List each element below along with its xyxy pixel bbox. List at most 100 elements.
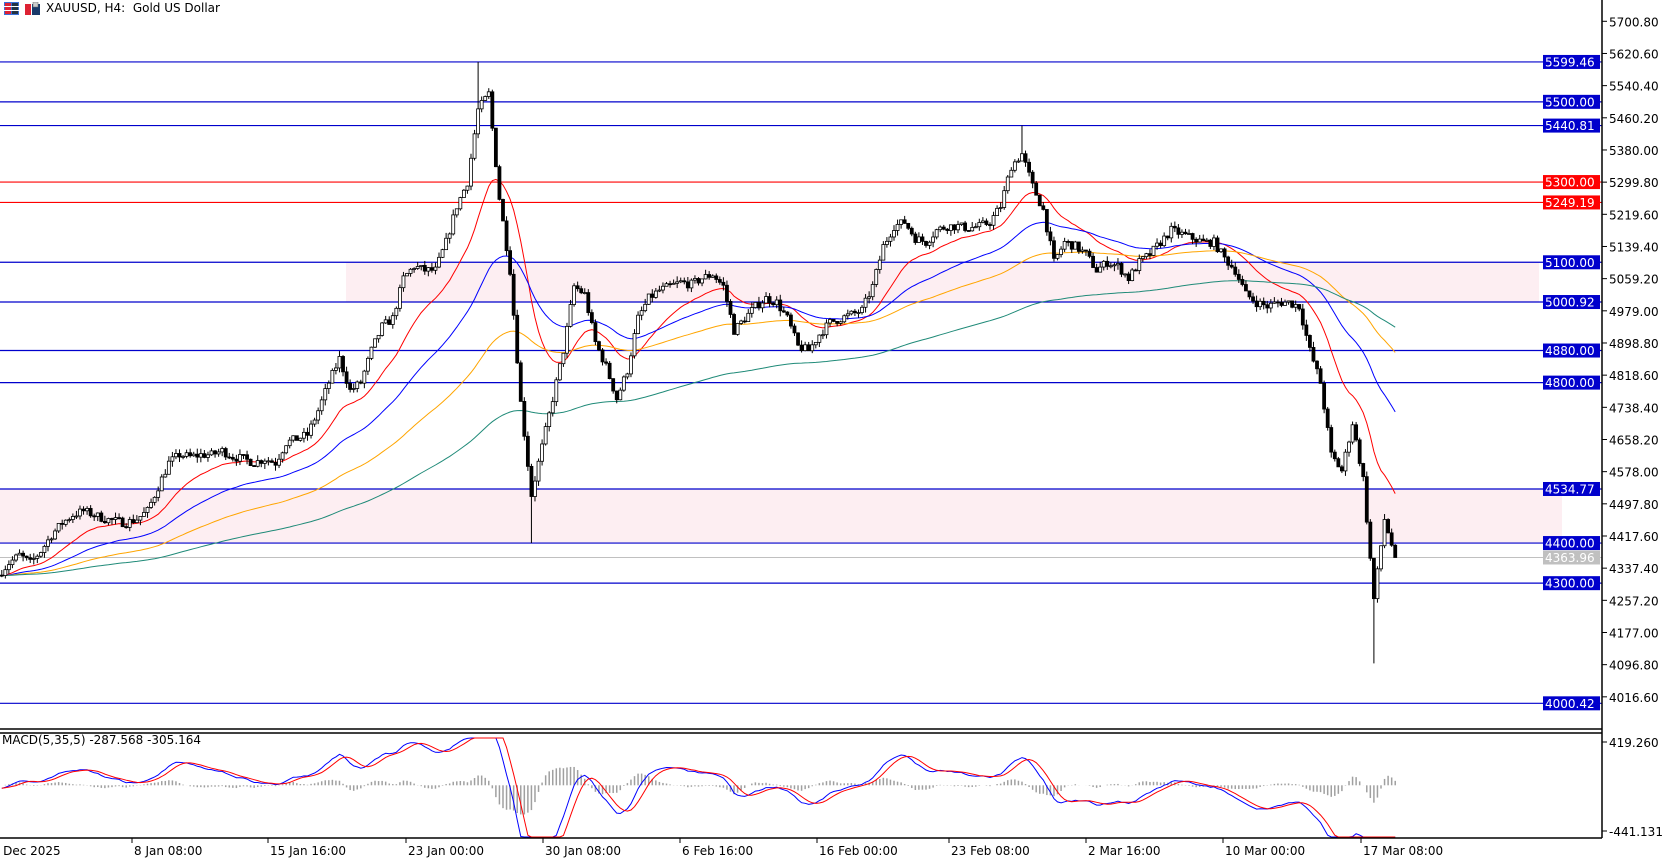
bear-candle: [213, 450, 217, 455]
bull-candle: [373, 338, 377, 348]
bull-candle: [1073, 241, 1078, 250]
bear-candle: [945, 228, 950, 231]
level-price-label-bg: [1543, 94, 1600, 109]
bull-candle: [1169, 225, 1174, 239]
bear-candle: [1052, 240, 1056, 259]
bear-candle: [1215, 237, 1220, 253]
price-tick-label: 5139.40: [1609, 240, 1659, 254]
bear-candle: [1076, 241, 1081, 252]
bull-candle: [700, 278, 704, 284]
bear-candle: [1265, 304, 1270, 309]
bear-candle: [1340, 466, 1344, 472]
bear-candle: [1254, 300, 1259, 308]
bear-candle: [1300, 308, 1305, 326]
price-tick-label: 4016.60: [1609, 691, 1659, 705]
bull-candle: [821, 334, 825, 337]
bear-candle: [525, 435, 530, 467]
bear-candle: [1357, 439, 1362, 464]
bull-candle: [661, 285, 665, 291]
bull-candle: [881, 244, 886, 261]
bear-candle: [1226, 256, 1231, 266]
bull-candle: [53, 530, 57, 540]
bull-candle: [1055, 254, 1060, 259]
macd-main-line: [1, 737, 1396, 838]
bear-candle: [1389, 532, 1394, 546]
bull-candle: [632, 333, 637, 357]
bear-candle: [785, 311, 790, 316]
time-axis[interactable]: 31 Dec 2025 8 Jan 08:00 15 Jan 16:00 23 Jan…: [0, 838, 1443, 858]
bear-candle: [806, 344, 811, 352]
level-price-label: 5000.92: [1545, 296, 1595, 310]
bull-candle: [895, 224, 900, 231]
bear-candle: [1329, 427, 1334, 453]
bear-candle: [195, 453, 200, 458]
bull-candle: [142, 512, 146, 517]
bear-candle: [771, 302, 776, 306]
bull-candle: [842, 315, 847, 323]
bull-candle: [326, 382, 331, 389]
time-tick-label: 23 Feb 08:00: [951, 844, 1030, 858]
bull-candle: [287, 439, 292, 447]
bull-candle: [1140, 256, 1145, 259]
bear-candle: [757, 301, 761, 309]
level-price-label: 4800.00: [1545, 376, 1595, 390]
bull-candle: [408, 268, 413, 274]
bear-candle: [1172, 225, 1177, 229]
price-axis[interactable]: 5700.80 5620.60 5540.40 5460.20 5380.00 5299.…: [1602, 15, 1662, 839]
time-tick-label: 10 Mar 00:00: [1225, 844, 1305, 858]
bear-candle: [230, 457, 235, 460]
bull-candle: [174, 453, 178, 458]
bear-candle: [913, 233, 918, 243]
bear-candle: [1244, 284, 1248, 292]
level-price-label-bg: [1543, 375, 1600, 390]
bull-candle: [56, 522, 61, 532]
bear-candle: [1158, 242, 1163, 247]
bull-candle: [334, 367, 338, 371]
bid-price-label: 4363.96: [1545, 551, 1595, 565]
bull-candle: [323, 388, 328, 401]
bear-candle: [1126, 273, 1131, 282]
bull-candle: [884, 240, 889, 245]
bear-candle: [518, 362, 523, 402]
bull-candle: [277, 458, 281, 466]
bear-candle: [607, 362, 612, 380]
bull-candle: [383, 319, 388, 324]
level-price-label-bg: [1543, 54, 1600, 69]
bull-candle: [31, 558, 36, 560]
level-price-label: 4400.00: [1545, 537, 1595, 551]
level-price-label-bg: [1543, 343, 1600, 358]
bear-candle: [1105, 260, 1110, 267]
symbol-properties-icon[interactable]: [25, 1, 40, 15]
bull-candle: [892, 230, 896, 238]
moving-averages-layer: [1, 178, 1396, 576]
bear-candle: [1023, 153, 1028, 163]
bull-candle: [209, 450, 214, 456]
bull-candle: [1012, 161, 1017, 171]
bull-candle: [302, 431, 306, 439]
time-tick-label: 17 Mar 08:00: [1363, 844, 1443, 858]
bear-candle: [1332, 451, 1337, 460]
bull-candle: [280, 452, 285, 460]
chart-title: XAUUSD, H4: Gold US Dollar: [46, 1, 220, 15]
chart-menu-icon[interactable]: [4, 1, 19, 15]
bear-candle: [835, 321, 840, 324]
level-price-label-bg: [1543, 295, 1600, 310]
bull-candle: [1155, 242, 1159, 247]
price-tick-label: 4979.00: [1609, 305, 1659, 319]
bull-candle: [451, 214, 456, 235]
bear-candle: [1044, 209, 1049, 233]
bear-candle: [241, 454, 246, 456]
bear-candle: [721, 281, 726, 286]
support-resistance-zone: [346, 262, 1539, 303]
bull-candle: [184, 452, 189, 457]
bull-candle: [316, 410, 321, 421]
bull-candle: [671, 282, 676, 285]
level-price-label-bg: [1543, 481, 1600, 496]
bull-candle: [995, 207, 999, 216]
bull-candle: [444, 237, 449, 251]
bear-candle: [252, 465, 257, 467]
bear-candle: [493, 127, 498, 168]
bull-candle: [856, 312, 861, 314]
bull-candle: [166, 460, 171, 475]
